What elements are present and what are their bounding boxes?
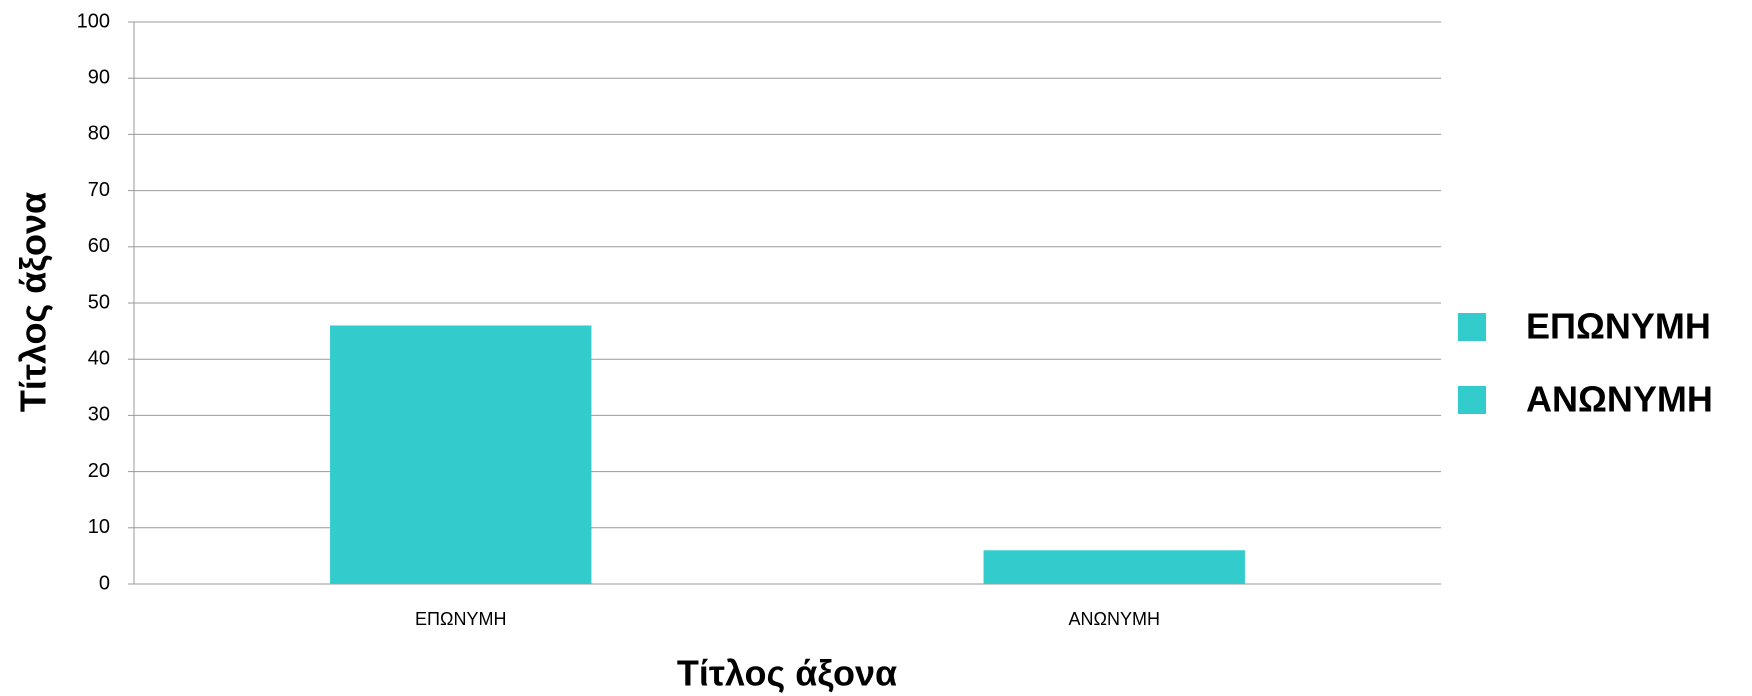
y-tick-label: 30 [88,404,110,426]
bar [983,550,1245,584]
y-tick-label: 10 [88,516,110,538]
y-tick-label: 50 [88,291,110,313]
y-tick-label: 80 [88,123,110,145]
x-tick-label: ΑΝΩΝΥΜΗ [1069,609,1160,629]
y-tick-label: 90 [88,66,110,88]
y-tick-label: 20 [88,460,110,482]
bar [330,325,592,584]
y-axis-title: Τίτλος άξονα [13,192,54,412]
legend-label: ΑΝΩΝΥΜΗ [1526,379,1713,420]
x-axis-title: Τίτλος άξονα [677,653,897,694]
y-tick-label: 70 [88,179,110,201]
legend-swatch [1458,386,1486,414]
y-tick-label: 0 [99,572,110,594]
y-tick-label: 40 [88,347,110,369]
x-tick-label: ΕΠΩΝΥΜΗ [415,609,506,629]
legend-label: ΕΠΩΝΥΜΗ [1526,306,1711,347]
y-tick-label: 60 [88,235,110,257]
y-tick-label: 100 [77,10,110,32]
legend-swatch [1458,313,1486,341]
